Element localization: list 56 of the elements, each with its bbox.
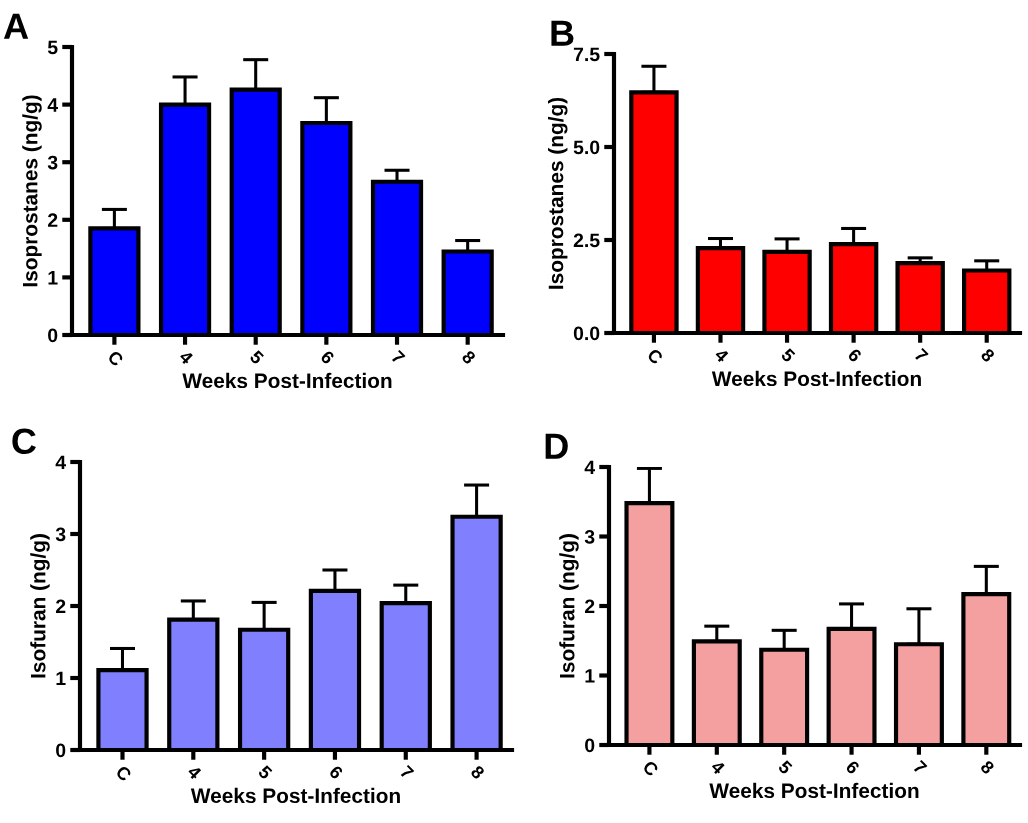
y-tick-label: 3 — [47, 155, 58, 170]
x-axis-title: Weeks Post-Infection — [190, 787, 400, 804]
y-tick-label: 0 — [56, 743, 66, 758]
x-tick-label: C — [641, 759, 660, 778]
x-tick-label: 8 — [470, 764, 486, 780]
y-tick-label: 3 — [584, 529, 595, 544]
x-tick-label: 5 — [249, 349, 265, 366]
y-tick-label: 0 — [585, 738, 595, 753]
x-tick-label: 6 — [845, 759, 861, 775]
y-tick-label: 4 — [584, 460, 596, 475]
y-tick-label: 2 — [584, 599, 595, 614]
x-tick-label: C — [114, 764, 133, 783]
x-tick-label: 8 — [979, 759, 996, 775]
chart-title: B — [551, 20, 574, 46]
y-tick-label: 7.5 — [573, 47, 600, 62]
y-tick-label: 1 — [56, 671, 66, 686]
y-tick-label: 1 — [585, 669, 595, 683]
x-tick-label: 4 — [186, 764, 203, 781]
y-axis-title: Isoprostanes (ng/g) — [22, 95, 42, 287]
chart-title: A — [3, 13, 29, 39]
x-axis-title: Weeks Post-Infection — [709, 782, 919, 799]
x-tick-label: 5 — [257, 764, 273, 781]
y-tick-label: 0.0 — [573, 326, 600, 341]
y-tick-label: 2.5 — [573, 233, 600, 248]
x-axis-title: Weeks Post-Infection — [711, 370, 921, 387]
x-tick-label: 8 — [461, 349, 477, 365]
y-tick-label: 1 — [48, 271, 58, 285]
x-tick-label: 7 — [390, 349, 406, 365]
chart-title: D — [545, 433, 568, 459]
x-axis-title: Weeks Post-Infection — [182, 372, 392, 389]
x-tick-label: 4 — [710, 759, 726, 776]
x-tick-label: 6 — [847, 347, 863, 363]
x-tick-label: 8 — [980, 347, 996, 363]
y-axis-title: Isoprostanes (ng/g) — [548, 97, 568, 289]
y-tick-label: 4 — [47, 98, 59, 112]
y-tick-label: 2 — [47, 213, 58, 227]
y-tick-label: 5 — [47, 40, 58, 55]
y-tick-label: 5.0 — [573, 140, 600, 155]
x-tick-label: 5 — [780, 347, 796, 364]
x-tick-label: 6 — [328, 764, 344, 780]
x-tick-label: 5 — [777, 759, 793, 776]
y-tick-label: 0 — [48, 328, 58, 343]
x-tick-label: 7 — [913, 347, 929, 363]
y-axis-title: Isofuran (ng/g) — [559, 534, 579, 678]
y-tick-label: 4 — [55, 455, 67, 470]
y-axis-title: Isofuran (ng/g) — [30, 534, 50, 678]
x-tick-label: 4 — [178, 349, 195, 366]
y-tick-label: 2 — [55, 599, 66, 614]
x-tick-label: C — [106, 349, 125, 368]
y-tick-label: 3 — [55, 527, 66, 542]
x-tick-label: 7 — [912, 759, 928, 775]
chart-title: C — [12, 428, 36, 455]
x-tick-label: C — [646, 347, 664, 366]
x-tick-label: 4 — [713, 347, 730, 364]
x-tick-label: 6 — [319, 349, 336, 365]
x-tick-label: 7 — [399, 764, 415, 780]
